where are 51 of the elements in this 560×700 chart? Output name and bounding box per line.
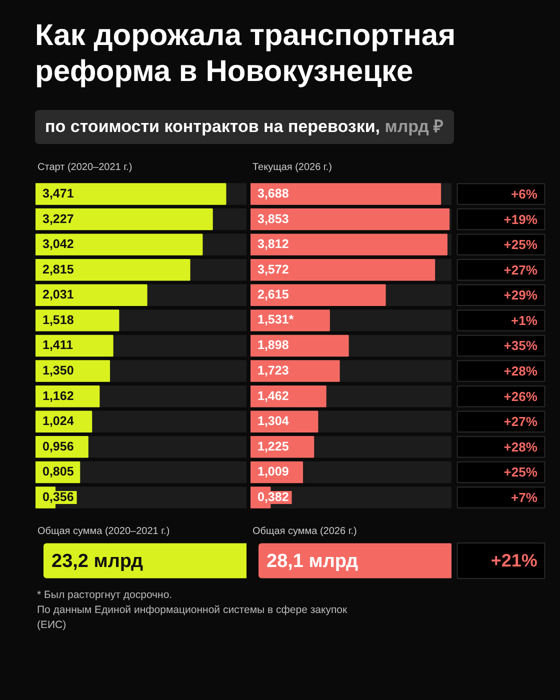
data-label: 0,805 [42, 464, 74, 479]
text: 28,1 млрд [266, 551, 358, 572]
text: +28% [504, 364, 538, 379]
text: +7% [511, 490, 538, 505]
data-label: 3,471 [42, 186, 74, 200]
data-label: 0,382 [258, 490, 289, 504]
chart-title: Как дорожала транспортная реформа в Новокузнецке [35, 18, 457, 90]
data-label: 1,531* [258, 312, 294, 326]
data-label: 3,812 [258, 237, 289, 252]
text: Общая сумма (2026 г.) [252, 526, 357, 538]
data-label: 1,225 [258, 439, 289, 454]
data-label: 1,162 [42, 388, 74, 403]
text: Общая сумма (2020–2021 г.) [38, 526, 170, 538]
text: +28% [504, 439, 538, 454]
data-label: 3,572 [258, 262, 289, 276]
text: +25% [504, 237, 538, 252]
data-label: 1,898 [258, 338, 289, 352]
data-label: 1,518 [42, 312, 74, 327]
data-label: 3,042 [42, 237, 74, 252]
text: +6% [511, 186, 538, 202]
text: По данным Единой информационной системы в сфере закупок (ЕИС) [37, 604, 348, 631]
text: * Был расторгнут досрочно. [37, 589, 172, 601]
data-label: 3,853 [258, 212, 289, 226]
data-label: 1,024 [42, 414, 74, 428]
data-label: 2,031 [42, 288, 74, 302]
data-label: 1,462 [258, 388, 289, 403]
data-label: 3,227 [42, 212, 74, 226]
text: +21% [490, 550, 538, 571]
data-label: 1,009 [258, 464, 289, 479]
x-axis-title: Старт (2020–2021 г.) [38, 162, 132, 173]
text: +25% [504, 464, 538, 480]
text: +1% [511, 312, 538, 328]
data-label: 1,723 [258, 364, 289, 378]
text: +19% [504, 212, 538, 227]
text: 23,2 млрд [52, 551, 144, 572]
data-label: 1,304 [258, 414, 289, 428]
data-label: 1,411 [42, 338, 74, 352]
text: +27% [504, 262, 538, 278]
data-label: 1,350 [42, 364, 74, 378]
text: +26% [504, 388, 538, 404]
text: +27% [504, 414, 538, 430]
bar [250, 234, 448, 256]
text: +35% [504, 338, 538, 354]
x-axis-title: Текущая (2026 г.) [252, 162, 332, 173]
chart-subtitle: по стоимости контрактов на перевозки, млрд ₽ [35, 110, 454, 144]
data-label: 0,956 [42, 439, 74, 454]
data-label: 2,615 [258, 288, 289, 302]
data-label: 2,815 [42, 262, 74, 276]
text: +29% [504, 288, 538, 303]
data-label: 3,688 [258, 186, 289, 200]
data-label: 0,356 [42, 490, 74, 504]
